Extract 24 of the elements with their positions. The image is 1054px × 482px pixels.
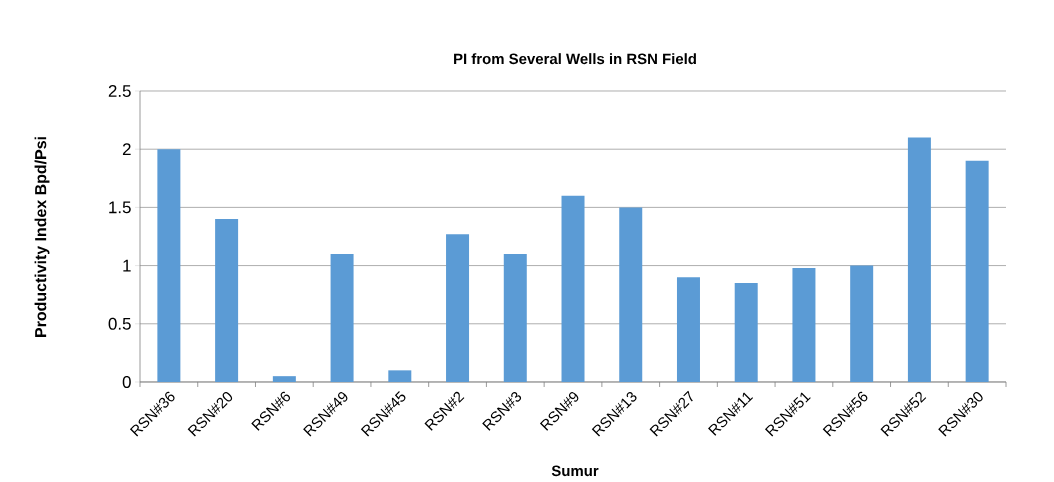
y-axis-title: Productivity Index Bpd/Psi bbox=[34, 137, 50, 337]
bar bbox=[676, 277, 700, 382]
bar bbox=[388, 370, 412, 382]
bar bbox=[850, 265, 874, 382]
x-axis-title: Sumur bbox=[551, 465, 599, 477]
bar bbox=[561, 195, 585, 382]
bar bbox=[907, 137, 931, 382]
bar bbox=[157, 149, 181, 382]
bar bbox=[503, 253, 527, 382]
bar bbox=[734, 283, 758, 382]
y-tick-label: 2 bbox=[122, 143, 131, 156]
y-tick-label: 2.5 bbox=[108, 84, 131, 97]
bar bbox=[330, 253, 354, 382]
bar bbox=[272, 376, 296, 382]
chart-title: PI from Several Wells in RSN Field bbox=[454, 53, 696, 65]
bar bbox=[792, 267, 816, 382]
bar bbox=[446, 234, 470, 382]
bar bbox=[965, 160, 989, 382]
bar bbox=[215, 219, 239, 382]
y-tick-label: 0 bbox=[122, 375, 131, 388]
y-tick-label: 0.5 bbox=[108, 317, 131, 330]
bar bbox=[619, 207, 643, 382]
y-tick-label: 1 bbox=[123, 259, 131, 272]
y-tick-label: 1.5 bbox=[109, 201, 131, 214]
